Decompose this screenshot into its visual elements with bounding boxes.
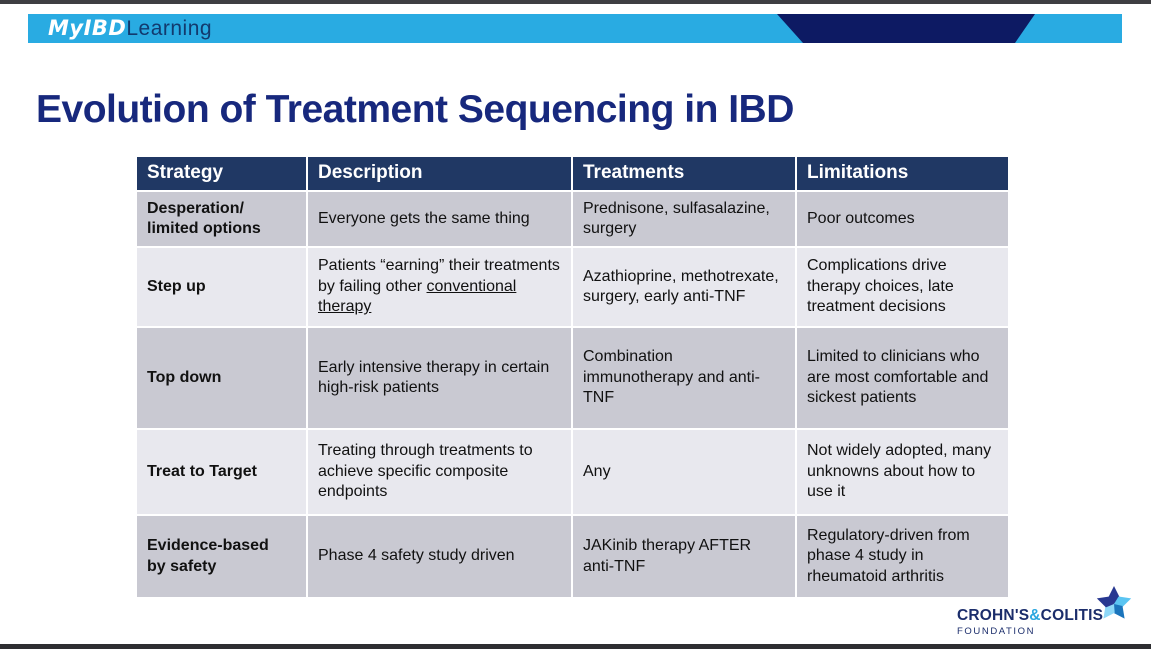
table-cell-description: Phase 4 safety study driven bbox=[308, 516, 571, 597]
table-cell-strategy: Desperation/ limited options bbox=[137, 192, 306, 246]
table-cell-treatments: Combination immunotherapy and anti-TNF bbox=[573, 328, 795, 428]
crohns-colitis-foundation-logo: CROHN'S&COLITIS FOUNDATION bbox=[957, 585, 1132, 637]
top-edge-bar bbox=[0, 0, 1151, 4]
table-cell-strategy: Step up bbox=[137, 248, 306, 326]
column-header-description: Description bbox=[308, 157, 571, 190]
table-cell-limitations: Complications drive therapy choices, lat… bbox=[797, 248, 1008, 326]
foundation-logo-subtitle: FOUNDATION bbox=[957, 626, 1036, 637]
table-cell-description: Early intensive therapy in certain high-… bbox=[308, 328, 571, 428]
table-cell-treatments: Any bbox=[573, 430, 795, 514]
column-header-strategy: Strategy bbox=[137, 157, 306, 190]
table-cell-limitations: Regulatory-driven from phase 4 study in … bbox=[797, 516, 1008, 597]
brand-header-bar: MyIBD Learning bbox=[28, 14, 1122, 43]
foundation-logo-name: CROHN'S&COLITIS bbox=[957, 607, 1125, 625]
star-icon bbox=[1096, 585, 1132, 619]
table-cell-limitations: Not widely adopted, many unknowns about … bbox=[797, 430, 1008, 514]
logo-ampersand: & bbox=[1029, 607, 1041, 624]
description-plain-text: Patients “earning” their treatments by f… bbox=[318, 257, 560, 295]
brand-myibd-text: MyIBD bbox=[48, 16, 127, 40]
logo-colitis-text: COLITIS bbox=[1040, 607, 1104, 624]
column-header-limitations: Limitations bbox=[797, 157, 1008, 190]
brand-learning-text: Learning bbox=[126, 17, 213, 40]
table-cell-treatments: JAKinib therapy AFTER anti-TNF bbox=[573, 516, 795, 597]
column-header-treatments: Treatments bbox=[573, 157, 795, 190]
table-cell-strategy: Top down bbox=[137, 328, 306, 428]
table-cell-description: Treating through treatments to achieve s… bbox=[308, 430, 571, 514]
table-cell-description: Patients “earning” their treatments by f… bbox=[308, 248, 571, 326]
logo-crohns-text: CROHN'S bbox=[957, 607, 1030, 624]
description-underlined-text: conventional therapy bbox=[318, 277, 517, 316]
page-title: Evolution of Treatment Sequencing in IBD bbox=[36, 88, 794, 131]
bottom-edge-bar bbox=[0, 644, 1151, 649]
table-cell-limitations: Poor outcomes bbox=[797, 192, 1008, 246]
table-cell-treatments: Azathioprine, methotrexate, surgery, ear… bbox=[573, 248, 795, 326]
table-cell-strategy: Treat to Target bbox=[137, 430, 306, 514]
table-cell-limitations: Limited to clinicians who are most comfo… bbox=[797, 328, 1008, 428]
table-cell-treatments: Prednisone, sulfasalazine, surgery bbox=[573, 192, 795, 246]
brand-logo: MyIBD Learning bbox=[48, 14, 212, 43]
treatment-sequencing-table: Strategy Description Treatments Limitati… bbox=[137, 157, 1008, 597]
table-cell-strategy: Evidence-based by safety bbox=[137, 516, 306, 597]
table-cell-description: Everyone gets the same thing bbox=[308, 192, 571, 246]
header-navy-band bbox=[777, 14, 1035, 43]
